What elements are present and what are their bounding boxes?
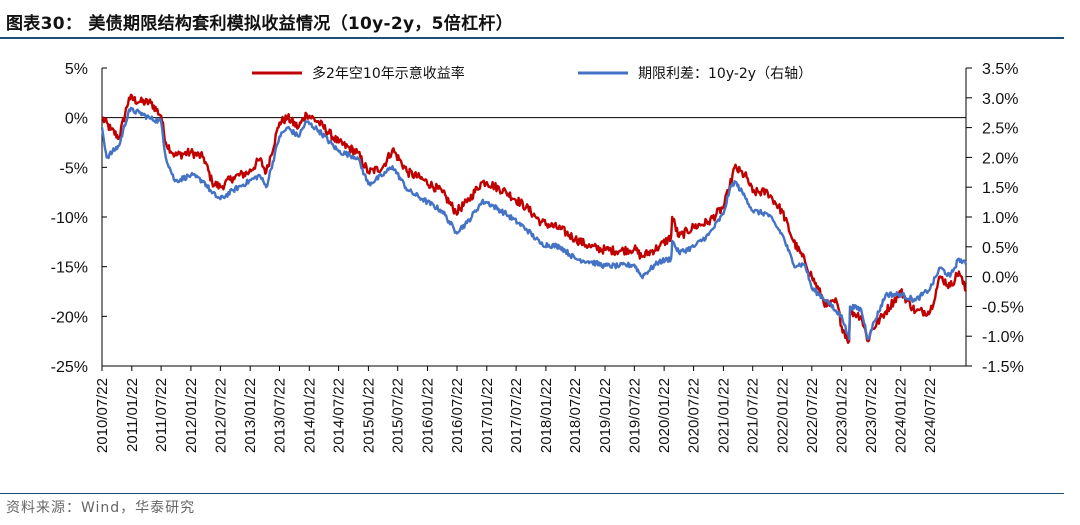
y-right-tick-label: 3.5% [982,61,1018,78]
y-right-tick-label: 2.0% [982,150,1018,167]
y-right-tick-label: 0.5% [982,240,1018,257]
y-left-tick-label: -25% [51,359,88,376]
y-left-tick-label: 5% [65,61,88,78]
x-tick-label: 2022/01/22 [775,378,792,453]
x-tick-label: 2021/07/22 [745,378,762,453]
x-tick-label: 2014/01/22 [301,378,318,453]
x-tick-label: 2016/01/22 [420,378,437,453]
y-right-tick-label: -1.0% [982,329,1024,346]
x-tick-label: 2024/07/22 [922,378,939,453]
series-line-blue [100,106,968,341]
y-left-tick-label: -15% [51,260,88,277]
chart: 5% 0% -5% -10% -15% -20% -25% 3.5% 3.0% 2.5% 2.0% 1… [51,61,1024,453]
x-tick-label: 2017/07/22 [508,378,525,453]
x-tick-label: 2019/01/22 [597,378,614,453]
x-tick-label: 2010/07/22 [94,378,111,453]
x-tick-label: 2018/07/22 [567,378,584,453]
x-tick-label: 2013/01/22 [242,378,259,453]
x-tick-label: 2022/07/22 [804,378,821,453]
x-tick-label: 2014/07/22 [331,378,348,453]
x-tick-label: 2018/01/22 [538,378,555,453]
y-right-tick-label: 1.0% [982,210,1018,227]
y-right-tick-label: -0.5% [982,299,1024,316]
figure-header: 图表30： 美债期限结构套利模拟收益情况（10y-2y，5倍杠杆） [0,0,1080,42]
legend: 多2年空10年示意收益率 期限利差：10y-2y（右轴） [252,65,812,82]
bottom-rule [0,493,1064,494]
source-note: 资料来源：Wind，华泰研究 [6,500,196,516]
axes: 5% 0% -5% -10% -15% -20% -25% 3.5% 3.0% 2.5% 2.0% 1… [51,61,1024,453]
y-left-tick-label: -20% [51,309,88,326]
y-right-tick-label: 0.0% [982,270,1018,287]
y-right-tick-label: 1.5% [982,180,1018,197]
y-right-tick-label: 2.5% [982,121,1018,138]
legend-label: 期限利差：10y-2y（右轴） [638,66,812,82]
x-tick-label: 2012/01/22 [183,378,200,453]
y-right-tick-label: 3.0% [982,91,1018,108]
y-right-tick-label: -1.5% [982,359,1024,376]
x-tick-label: 2015/01/22 [360,378,377,453]
y-left-tick-label: 0% [65,111,88,128]
y-left-tick-label: -10% [51,210,88,227]
x-tick-label: 2020/01/22 [656,378,673,453]
top-rule [0,37,1064,39]
x-tick-label: 2016/07/22 [449,378,466,453]
x-tick-label: 2023/01/22 [834,378,851,453]
x-tick-label: 2011/01/22 [124,378,141,452]
x-tick-label: 2020/07/22 [686,378,703,453]
x-tick-label: 2011/07/22 [153,378,170,452]
legend-label: 多2年空10年示意收益率 [312,65,465,82]
x-tick-label: 2012/07/22 [212,378,229,453]
x-tick-label: 2021/01/22 [715,378,732,453]
x-tick-label: 2024/01/22 [893,378,910,453]
x-tick-label: 2017/01/22 [479,378,496,453]
x-tick-label: 2015/07/22 [390,378,407,453]
x-tick-label: 2013/07/22 [271,378,288,453]
series-layer [100,93,968,344]
series-line-red [101,93,968,344]
x-tick-label: 2023/07/22 [863,378,880,453]
x-tick-label: 2019/07/22 [626,378,643,453]
figure-title: 图表30： 美债期限结构套利模拟收益情况（10y-2y，5倍杠杆） [6,14,514,34]
y-left-tick-label: -5% [60,160,88,177]
